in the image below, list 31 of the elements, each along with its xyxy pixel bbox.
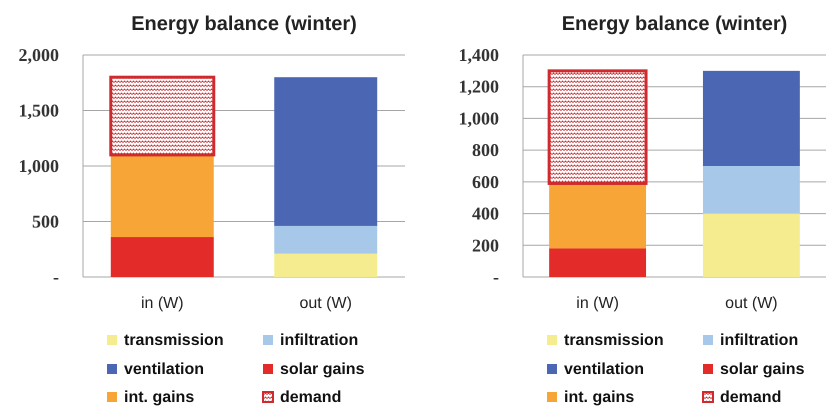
y-tick-label: 800	[472, 140, 499, 160]
y-tick-label: 1,200	[458, 76, 499, 97]
legend-label: solar gains	[720, 360, 805, 378]
chart-title: Energy balance (winter)	[562, 13, 788, 35]
legend-label: solar gains	[280, 360, 365, 378]
legend-label: ventilation	[564, 360, 644, 378]
legend-label: demand	[280, 388, 342, 406]
legend-label: infiltration	[720, 332, 798, 348]
y-tick-label: 1,000	[18, 156, 59, 176]
y-tick-label: 500	[32, 212, 59, 232]
legend-label: int. gains	[564, 388, 634, 406]
y-tick-label: 400	[472, 204, 499, 224]
y-tick-label: 2,000	[18, 45, 59, 65]
legend-label: demand	[720, 388, 782, 406]
y-tick-label: -	[53, 267, 59, 287]
legend-label: transmission	[564, 332, 664, 348]
chart-title: Energy balance (winter)	[131, 13, 357, 35]
legend-label: ventilation	[124, 360, 204, 378]
x-tick-label: out (W)	[300, 295, 352, 312]
y-tick-label: 1,400	[458, 45, 499, 65]
y-tick-label: 200	[472, 235, 499, 256]
y-tick-label: 1,500	[18, 100, 59, 120]
y-tick-label: 1,000	[458, 108, 499, 128]
x-tick-label: in (W)	[576, 295, 619, 312]
y-tick-label: 600	[472, 172, 499, 192]
x-tick-label: in (W)	[140, 295, 184, 312]
x-tick-label: out (W)	[725, 295, 778, 312]
legend-label: int. gains	[124, 388, 194, 406]
y-tick-label: -	[493, 267, 499, 287]
legend-label: infiltration	[280, 332, 358, 348]
legend-label: transmission	[124, 332, 224, 348]
